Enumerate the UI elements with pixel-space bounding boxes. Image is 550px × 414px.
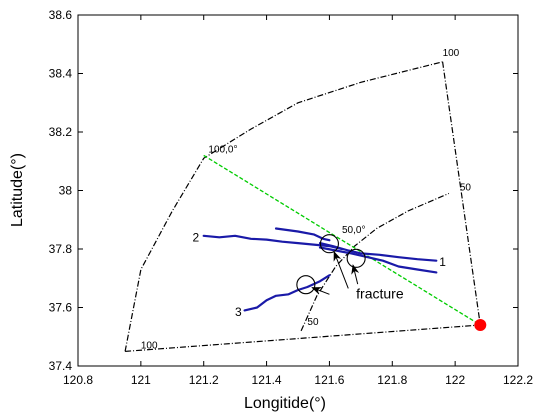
y-tick-label: 38.4: [49, 67, 73, 81]
series-line-2: [202, 234, 344, 251]
fracture-arrow: [311, 287, 330, 295]
y-tick-label: 38.2: [49, 125, 73, 139]
fracture-arrow: [351, 264, 360, 285]
annotation: 50,0°: [342, 225, 365, 236]
annotation: 50: [307, 317, 319, 328]
series-line-3: [243, 274, 331, 312]
x-tick-label: 121.6: [314, 373, 344, 387]
y-tick-label: 38: [59, 184, 73, 198]
x-axis-label: Longitide(°): [244, 395, 326, 412]
x-tick-label: 120.8: [63, 373, 93, 387]
fracture-circle: [319, 234, 339, 254]
annotation: 100: [443, 48, 460, 59]
axes: 120.8 121 121.2 121.4 121.6 121.8 122 122.2 37.4…: [49, 8, 534, 387]
fracture-circle: [296, 275, 316, 295]
plot-frame: [77, 14, 519, 367]
line-label: 3: [235, 305, 242, 319]
bearing-line: [203, 154, 481, 326]
y-tick-label: 37.8: [49, 242, 73, 256]
sector-edge: [442, 61, 481, 326]
y-axis-label: Latitude(°): [9, 153, 26, 227]
series-line-1-lower: [318, 246, 438, 274]
y-tick-label: 37.4: [49, 359, 73, 373]
sector-outline: [124, 61, 481, 352]
fracture-label: fracture: [356, 285, 404, 301]
annotation: 50: [460, 183, 472, 194]
annotation: 100,0°: [208, 144, 237, 155]
line-label: 1: [439, 255, 446, 269]
x-tick-label: 122: [445, 373, 465, 387]
origin-point: [474, 319, 487, 332]
line-label: 2: [193, 230, 200, 244]
series-layer: [202, 227, 438, 312]
annotation: 100: [141, 340, 158, 351]
annotation-layer: 1 2 3 100 50 100,0° 50,0° 50 100 fracture: [141, 48, 487, 351]
sector-edge: [125, 324, 481, 352]
x-tick-label: 121.4: [252, 373, 282, 387]
series-line-1-upper: [274, 227, 331, 242]
x-tick-label: 121.8: [377, 373, 407, 387]
outer-arc-100: [124, 61, 443, 352]
y-tick-label: 38.6: [49, 8, 73, 22]
y-tick-label: 37.6: [49, 301, 73, 315]
inner-arc-50: [300, 192, 450, 332]
x-tick-label: 121.2: [189, 373, 219, 387]
x-tick-label: 122.2: [503, 373, 533, 387]
x-tick-label: 121: [131, 373, 151, 387]
fracture-arrow: [333, 250, 349, 289]
